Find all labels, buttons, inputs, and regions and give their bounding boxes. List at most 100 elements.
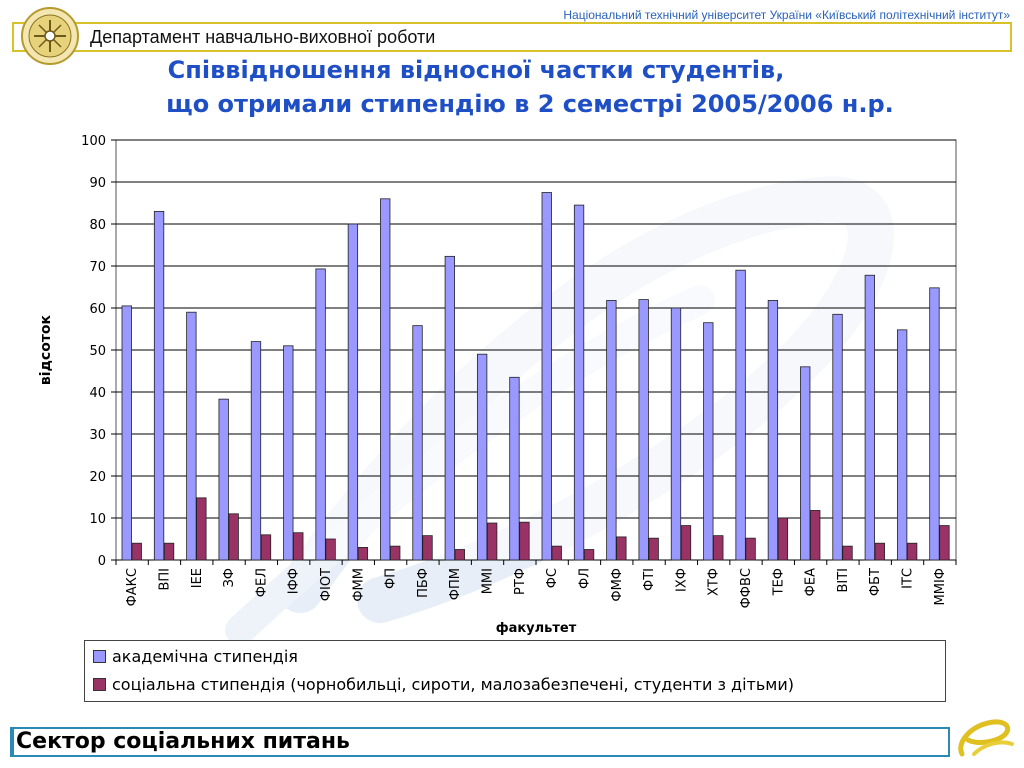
university-name: Національний технічний університет Украї… — [563, 8, 1010, 22]
x-tick-label: ФАКС — [125, 568, 140, 606]
x-tick-label: ФІОТ — [319, 568, 334, 601]
x-tick-label: ФММ — [351, 568, 366, 602]
y-tick-label: 40 — [89, 386, 106, 401]
bar-academic — [573, 204, 585, 561]
bar-academic — [218, 398, 229, 561]
bar-social — [163, 542, 175, 561]
bar-academic — [250, 341, 262, 561]
legend-item-academic: академічна стипендія — [93, 647, 298, 666]
x-tick-label: ВПІ — [157, 568, 172, 591]
x-tick-label: ММІФ — [933, 568, 948, 605]
bar-social — [745, 537, 756, 561]
x-tick-label: ФФВС — [739, 568, 754, 608]
y-tick-label: 70 — [89, 260, 106, 275]
y-tick-label: 50 — [89, 344, 106, 359]
x-tick-label: ІТС — [901, 568, 916, 589]
x-tick-label: ФБТ — [868, 568, 883, 596]
legend-item-social: соціальна стипендія (чорнобильці, сироти… — [93, 675, 794, 694]
bar-social — [357, 547, 369, 561]
chart-title-line-1: Співвідношення відносної частки студенті… — [167, 56, 785, 84]
bar-social — [810, 510, 821, 561]
bar-social — [260, 534, 272, 561]
bar-social — [422, 535, 433, 561]
legend-swatch-social — [93, 678, 106, 691]
x-tick-label: ХТФ — [707, 568, 722, 596]
bar-social — [325, 538, 336, 561]
bar-social — [939, 525, 950, 561]
corner-logo-icon — [958, 719, 1014, 757]
x-tick-label: ТЕФ — [771, 568, 786, 596]
legend-swatch-academic — [93, 650, 106, 663]
y-tick-label: 80 — [89, 218, 106, 233]
bar-academic — [606, 300, 617, 561]
x-tick-label: ЗФ — [222, 568, 237, 588]
bar-academic — [929, 287, 940, 561]
bar-academic — [735, 269, 746, 561]
bar-academic — [670, 307, 682, 561]
bar-social — [616, 536, 627, 561]
y-tick-label: 100 — [81, 134, 106, 149]
bar-social — [713, 535, 724, 561]
bar-social — [583, 549, 595, 561]
x-tick-label: ФПМ — [448, 568, 463, 600]
x-tick-label: ІФФ — [287, 568, 302, 594]
bar-academic — [412, 325, 423, 561]
y-tick-label: 90 — [89, 176, 106, 191]
x-axis-label: факультет — [496, 621, 577, 636]
chart-legend: академічна стипендія соціальна стипендія… — [84, 640, 946, 702]
bar-academic — [800, 366, 811, 561]
department-name: Департамент навчально-виховної роботи — [90, 27, 436, 47]
y-axis-label: відсоток — [38, 314, 54, 385]
bar-academic — [444, 255, 455, 561]
bar-academic — [315, 268, 326, 561]
bar-academic — [121, 305, 132, 561]
x-tick-label: ФЕЛ — [254, 568, 269, 597]
bar-academic — [153, 210, 165, 561]
y-tick-label: 30 — [89, 428, 106, 443]
y-tick-label: 10 — [89, 512, 106, 527]
bar-academic — [767, 300, 779, 561]
bar-social — [228, 513, 239, 561]
bar-chart: 0 10 20 30 40 50 60 70 80 90 100 ФАКС ВПІ ІЕЕ ЗФ ФЕЛ ІФФ… — [38, 134, 957, 636]
x-tick-label: ФС — [545, 568, 560, 588]
x-tick-label: ФТІ — [642, 568, 657, 591]
y-tick-label: 60 — [89, 302, 106, 317]
bar-academic — [476, 353, 488, 561]
bar-social — [293, 532, 304, 561]
bar-academic — [186, 311, 197, 561]
bar-academic — [896, 329, 908, 561]
bar-academic — [832, 313, 843, 561]
bar-social — [390, 545, 401, 561]
x-tick-label: ПБФ — [416, 568, 431, 598]
bar-academic — [380, 198, 391, 561]
y-tick-label: 20 — [89, 470, 106, 485]
x-tick-label: ФЛ — [577, 568, 592, 589]
x-tick-label: РТФ — [513, 568, 528, 595]
bar-academic — [703, 322, 714, 561]
department-bar — [12, 22, 1012, 52]
legend-label-social: соціальна стипендія (чорнобильці, сироти… — [112, 675, 795, 694]
bar-academic — [541, 192, 552, 561]
bar-social — [454, 549, 465, 561]
bar-social — [842, 545, 853, 561]
bar-academic — [509, 376, 520, 561]
x-tick-label: ММІ — [481, 568, 496, 594]
x-tick-label: ІХФ — [674, 568, 689, 592]
bar-academic — [347, 223, 359, 561]
university-seal-icon — [21, 7, 79, 65]
x-tick-label: ВІТІ — [836, 568, 851, 593]
bar-social — [551, 545, 562, 561]
x-tick-label: ФП — [384, 568, 399, 589]
footer-bar — [10, 727, 950, 757]
x-tick-label: ФЕА — [804, 568, 819, 596]
y-tick-label: 0 — [98, 554, 106, 569]
footer-section-title: Сектор соціальних питань — [16, 729, 350, 754]
x-tick-label: ІЕЕ — [190, 568, 205, 588]
bar-social — [648, 537, 659, 561]
bar-academic — [864, 274, 875, 561]
legend-label-academic: академічна стипендія — [112, 647, 298, 666]
bar-academic — [283, 345, 294, 561]
bar-social — [680, 525, 692, 561]
bar-social — [486, 522, 498, 561]
bar-social — [777, 517, 789, 561]
